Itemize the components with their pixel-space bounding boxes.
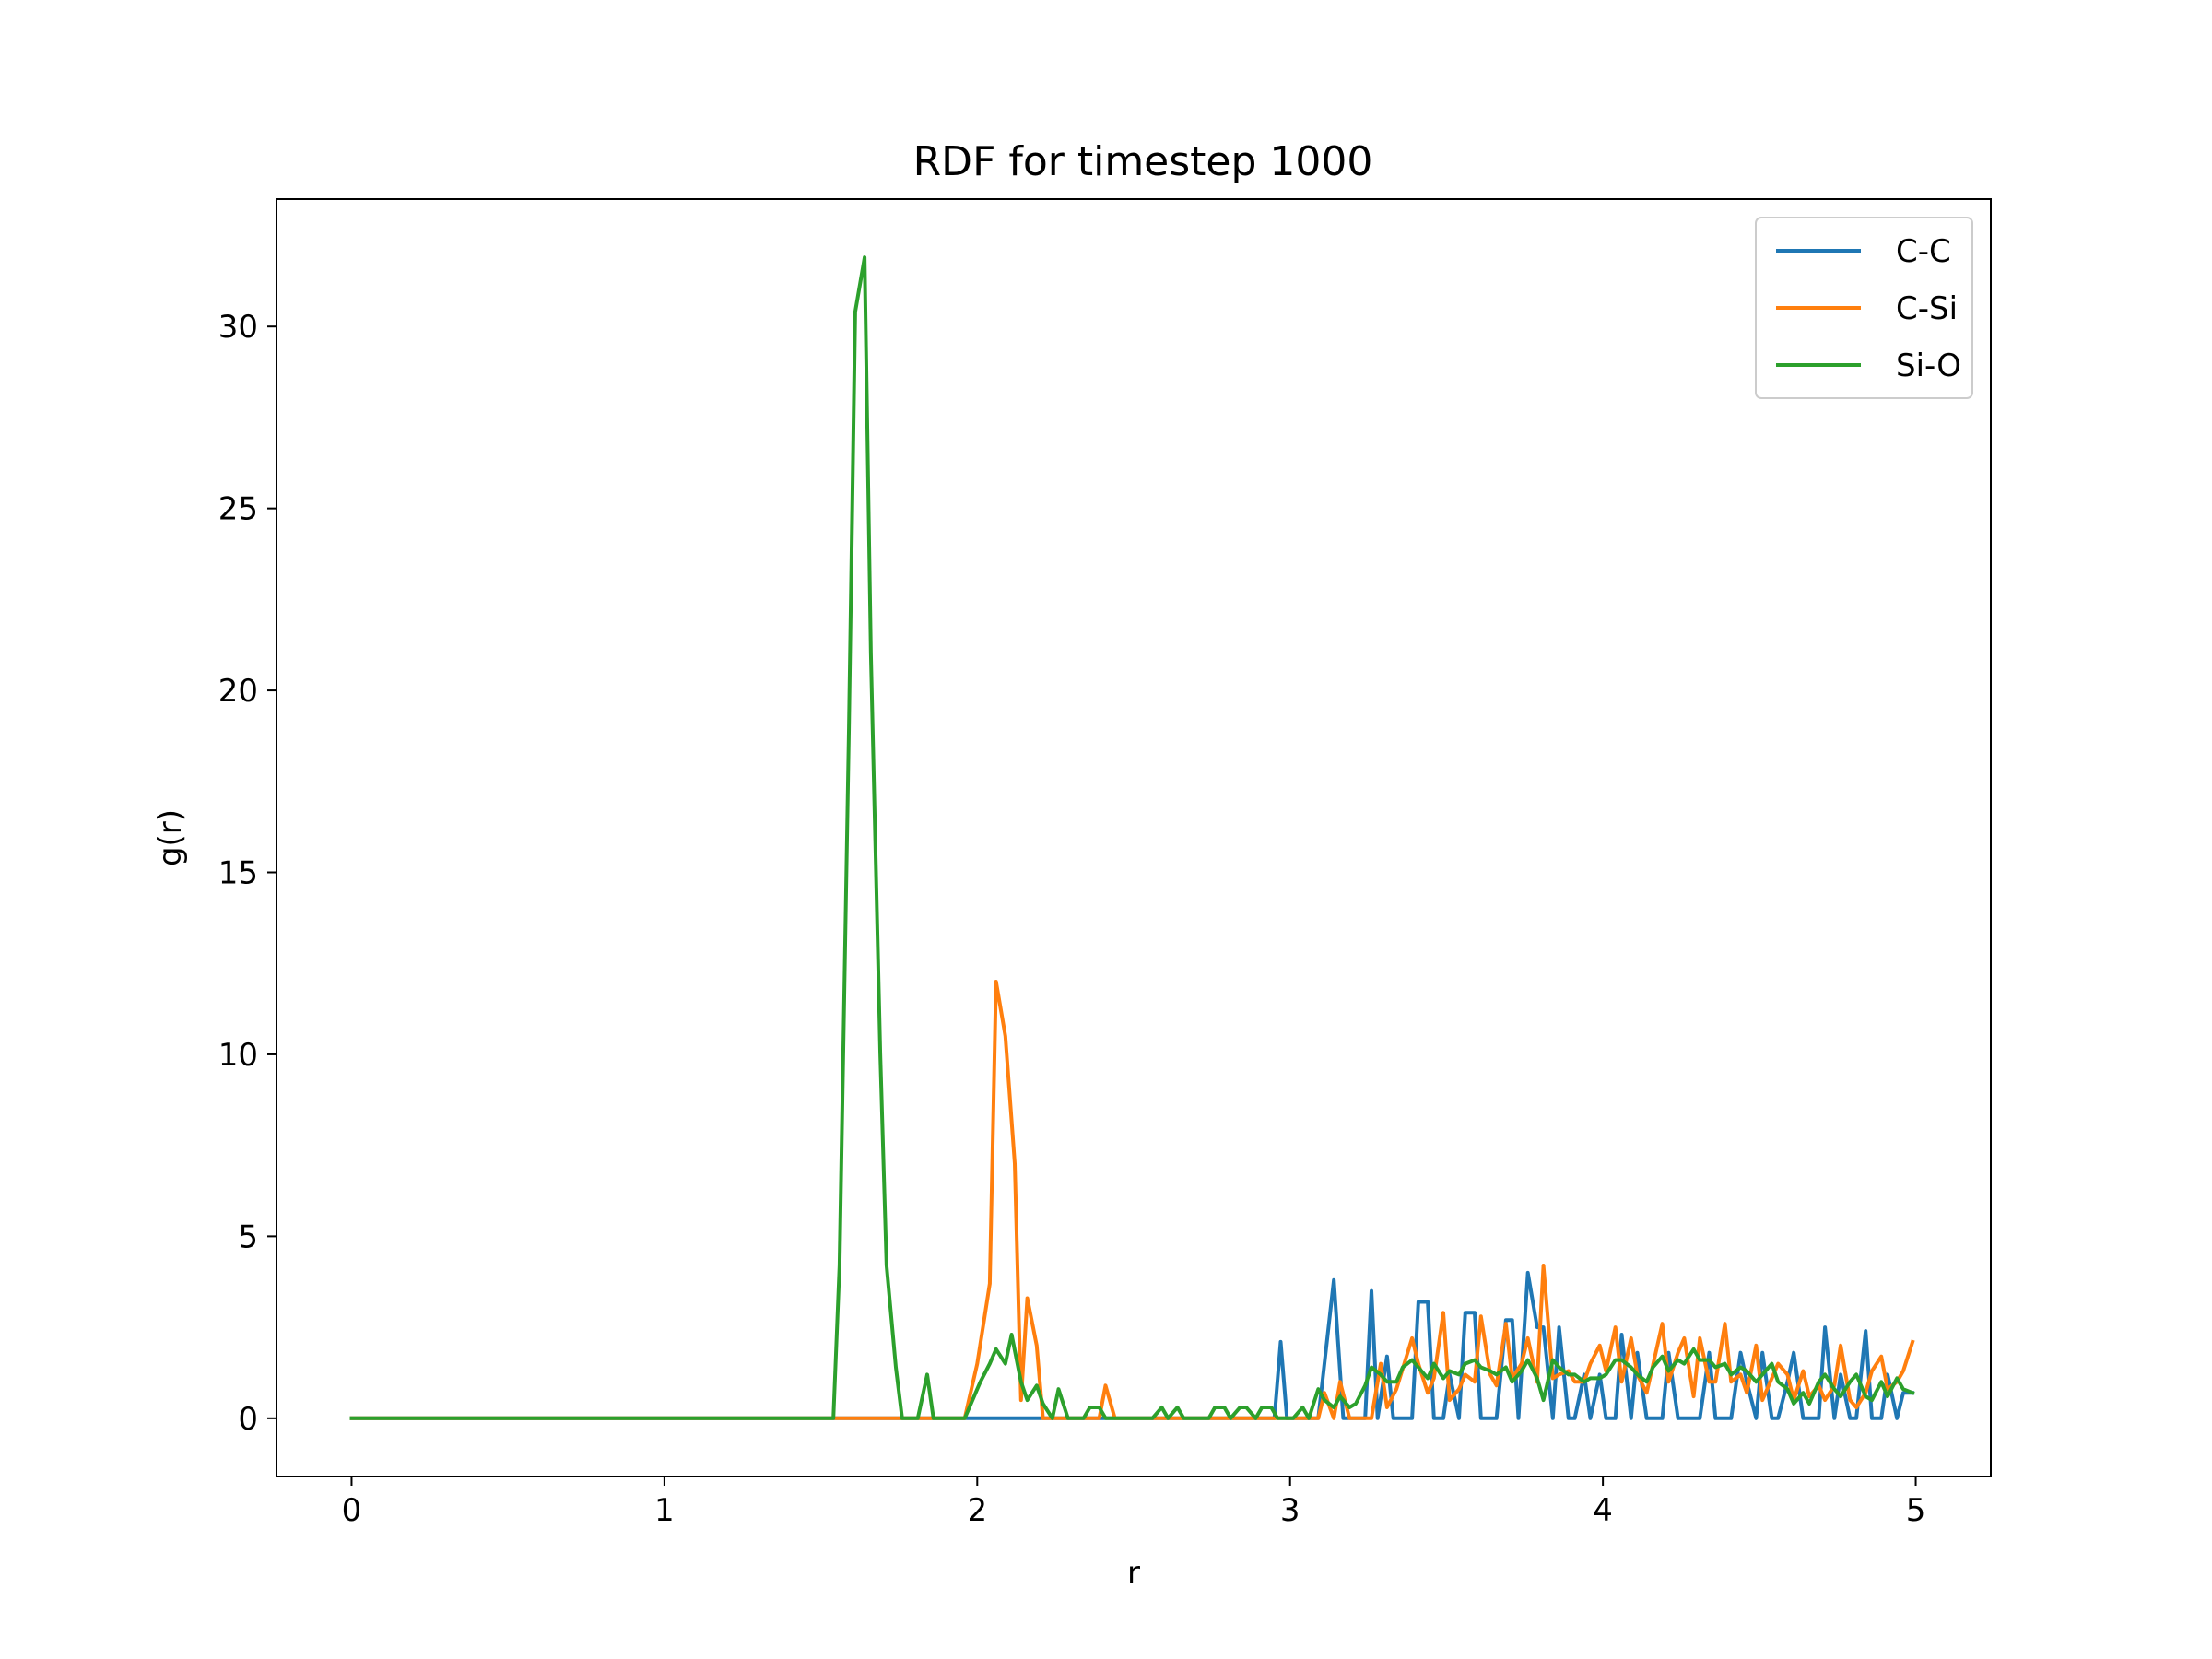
- series-line-c-si: [349, 980, 1915, 1420]
- y-tick-label: 30: [218, 309, 258, 346]
- x-tick-label: 5: [1906, 1492, 1926, 1529]
- legend-label-c-si: C-Si: [1896, 290, 1958, 327]
- x-tick-label: 3: [1280, 1492, 1300, 1529]
- legend-label-c-c: C-C: [1896, 233, 1951, 270]
- y-tick-label: 20: [218, 673, 258, 710]
- y-tick-label: 10: [218, 1037, 258, 1074]
- plot-area: [349, 255, 1915, 1420]
- series-line-si-o: [349, 255, 1915, 1420]
- y-axis-label: g(r): [152, 809, 189, 866]
- y-tick-label: 15: [218, 855, 258, 892]
- chart-title: RDF for timestep 1000: [913, 138, 1373, 185]
- x-tick-label: 2: [967, 1492, 987, 1529]
- y-tick-label: 0: [238, 1401, 258, 1438]
- y-tick-label: 5: [238, 1218, 258, 1255]
- axes-frame: [276, 198, 1992, 1477]
- series-line-c-c: [349, 1270, 1915, 1420]
- legend-label-si-o: Si-O: [1896, 347, 1961, 384]
- legend: C-C C-Si Si-O: [1755, 217, 1973, 399]
- x-axis-label: r: [1127, 1555, 1140, 1592]
- legend-box: [1755, 217, 1973, 399]
- axis-ticks: 0 1 2 3 4 5 0 5 10 15 20 25 30: [218, 309, 1926, 1529]
- x-tick-label: 0: [342, 1492, 362, 1529]
- x-tick-label: 1: [654, 1492, 675, 1529]
- y-tick-label: 25: [218, 491, 258, 528]
- x-tick-label: 4: [1593, 1492, 1613, 1529]
